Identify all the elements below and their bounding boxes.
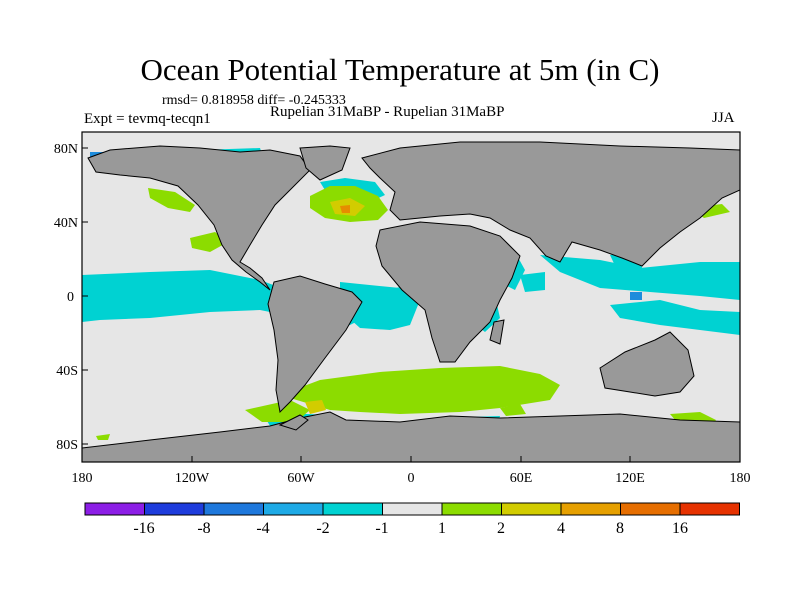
colorbar-label: 16 — [672, 520, 688, 537]
colorbar-label: -2 — [316, 520, 329, 537]
colorbar-label: 2 — [497, 520, 505, 537]
colorbar-label: 1 — [438, 520, 446, 537]
lon-tick-label: 180 — [730, 471, 751, 486]
colorbar-label: 4 — [557, 520, 565, 537]
colorbar-labels: -16 -8 -4 -2 -1 1 2 4 8 16 — [133, 520, 688, 537]
colorbar-label: 8 — [616, 520, 624, 537]
colorbar-box — [620, 502, 681, 516]
lon-axis: 180 120W 60W 0 60E 120E 180 — [72, 456, 751, 486]
colorbar-box — [203, 502, 264, 516]
colorbar-box — [263, 502, 324, 516]
experiment-label: Expt = tevmq-tecqn1 — [84, 111, 211, 127]
colorbar-box — [84, 502, 145, 516]
lon-tick-label: 120W — [175, 471, 210, 486]
lon-tick-label: 120E — [615, 471, 645, 486]
lon-tick-label: 60E — [510, 471, 533, 486]
stats-label: rmsd= 0.818958 diff= -0.245333 — [162, 93, 346, 108]
colorbar-box — [144, 502, 205, 516]
colorbar-label: -8 — [197, 520, 210, 537]
colorbar-box — [441, 502, 502, 516]
lat-tick-label: 80S — [56, 438, 78, 453]
colorbar-label: -4 — [256, 520, 269, 537]
lat-tick-label: 0 — [67, 290, 74, 305]
lat-axis: 80N 40N 0 40S 80S — [54, 142, 88, 453]
lat-tick-label: 80N — [54, 142, 78, 157]
anomaly-orange-regions — [340, 205, 350, 213]
lon-tick-label: 180 — [72, 471, 93, 486]
colorbar — [84, 502, 740, 516]
colorbar-box — [560, 502, 621, 516]
map-panel — [82, 132, 740, 462]
colorbar-box — [679, 502, 740, 516]
land-masses — [82, 141, 740, 462]
lat-tick-label: 40N — [54, 216, 78, 231]
subtitle-label: Rupelian 31MaBP - Rupelian 31MaBP — [270, 104, 505, 120]
season-label: JJA — [712, 110, 735, 126]
colorbar-box — [322, 502, 383, 516]
plot-title: Ocean Potential Temperature at 5m (in C) — [140, 52, 660, 87]
colorbar-box — [382, 502, 443, 516]
colorbar-label: -1 — [375, 520, 388, 537]
lon-tick-label: 0 — [408, 471, 415, 486]
lon-tick-label: 60W — [287, 471, 315, 486]
colorbar-label: -16 — [133, 520, 154, 537]
colorbar-box — [501, 502, 562, 516]
lat-tick-label: 40S — [56, 364, 78, 379]
